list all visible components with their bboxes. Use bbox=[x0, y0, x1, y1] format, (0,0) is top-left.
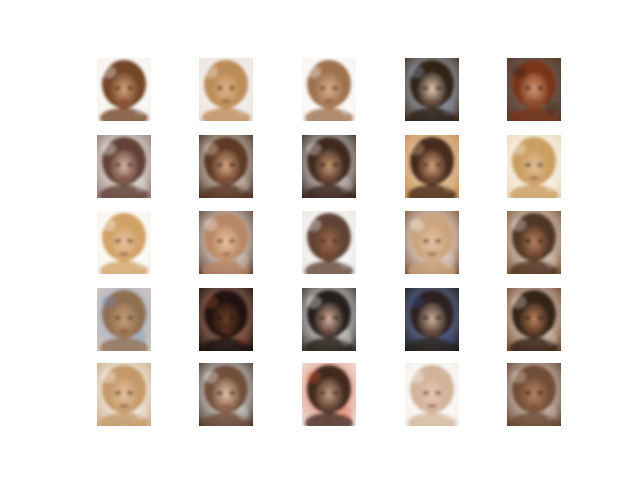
face-image-r4-c3 bbox=[302, 288, 356, 351]
face-image-canvas bbox=[405, 135, 459, 198]
face-image-canvas bbox=[302, 58, 356, 121]
face-image-r1-c1 bbox=[97, 58, 151, 121]
face-image-r3-c1 bbox=[97, 211, 151, 274]
face-image-canvas bbox=[507, 58, 561, 121]
face-image-r5-c1 bbox=[97, 363, 151, 426]
face-image-r1-c5 bbox=[507, 58, 561, 121]
face-image-canvas bbox=[97, 58, 151, 121]
face-image-canvas bbox=[405, 58, 459, 121]
face-image-canvas bbox=[199, 135, 253, 198]
face-image-canvas bbox=[97, 363, 151, 426]
face-image-canvas bbox=[199, 58, 253, 121]
face-image-canvas bbox=[199, 288, 253, 351]
face-image-canvas bbox=[199, 211, 253, 274]
face-image-r4-c2 bbox=[199, 288, 253, 351]
face-image-canvas bbox=[302, 288, 356, 351]
face-image-r3-c4 bbox=[405, 211, 459, 274]
face-image-r3-c2 bbox=[199, 211, 253, 274]
face-image-r1-c3 bbox=[302, 58, 356, 121]
face-image-r2-c5 bbox=[507, 135, 561, 198]
face-image-r3-c5 bbox=[507, 211, 561, 274]
face-image-canvas bbox=[97, 135, 151, 198]
face-image-canvas bbox=[97, 211, 151, 274]
face-image-canvas bbox=[97, 288, 151, 351]
face-image-r5-c3 bbox=[302, 363, 356, 426]
face-image-r2-c1 bbox=[97, 135, 151, 198]
face-image-canvas bbox=[405, 288, 459, 351]
face-image-canvas bbox=[507, 288, 561, 351]
face-image-canvas bbox=[507, 135, 561, 198]
face-image-r4-c1 bbox=[97, 288, 151, 351]
face-image-r5-c2 bbox=[199, 363, 253, 426]
face-image-canvas bbox=[405, 363, 459, 426]
face-image-canvas bbox=[507, 363, 561, 426]
face-image-r1-c2 bbox=[199, 58, 253, 121]
face-image-r4-c5 bbox=[507, 288, 561, 351]
face-image-canvas bbox=[302, 135, 356, 198]
face-image-r2-c3 bbox=[302, 135, 356, 198]
face-image-canvas bbox=[302, 211, 356, 274]
face-image-r1-c4 bbox=[405, 58, 459, 121]
face-image-r2-c2 bbox=[199, 135, 253, 198]
face-image-r5-c4 bbox=[405, 363, 459, 426]
face-image-r5-c5 bbox=[507, 363, 561, 426]
face-image-canvas bbox=[507, 211, 561, 274]
face-image-canvas bbox=[302, 363, 356, 426]
face-image-r2-c4 bbox=[405, 135, 459, 198]
face-image-r3-c3 bbox=[302, 211, 356, 274]
face-image-canvas bbox=[199, 363, 253, 426]
face-image-r4-c4 bbox=[405, 288, 459, 351]
face-image-canvas bbox=[405, 211, 459, 274]
